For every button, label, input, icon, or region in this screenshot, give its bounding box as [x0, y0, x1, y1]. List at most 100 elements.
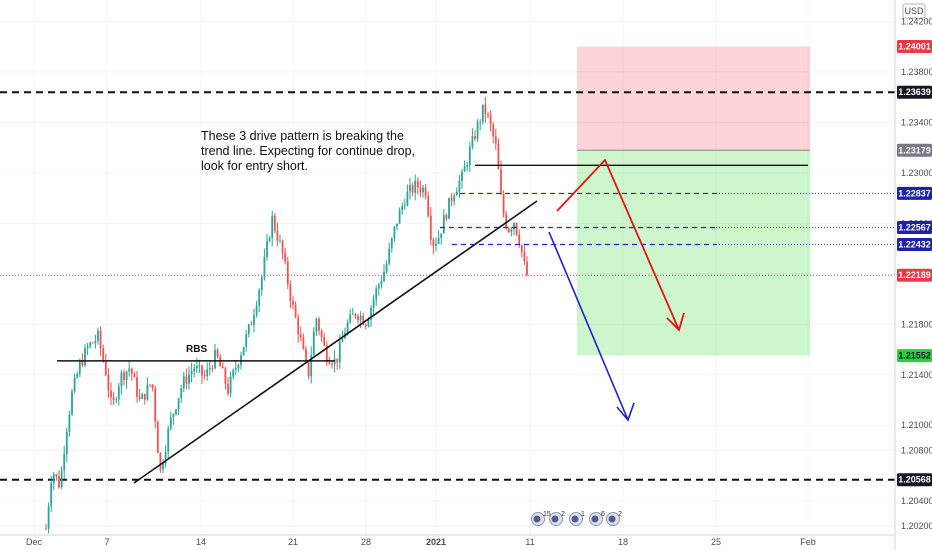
- candle-42: [154, 385, 157, 429]
- candle-104: [315, 317, 318, 337]
- candle-body: [159, 452, 162, 470]
- candle-24: [107, 368, 110, 399]
- candle-body: [346, 322, 349, 333]
- event-marker-flag: [551, 515, 559, 523]
- candle-body: [97, 330, 99, 341]
- candle-79: [250, 321, 253, 326]
- candle-118: [351, 307, 354, 315]
- candle-66: [216, 348, 219, 359]
- candle-body: [71, 391, 73, 415]
- candle-body: [195, 365, 198, 369]
- candle-body: [201, 365, 203, 376]
- grid-layer: [0, 0, 895, 535]
- candle-107: [323, 332, 326, 347]
- candle-28: [117, 382, 120, 406]
- candle-body: [45, 528, 47, 530]
- candle-body: [227, 383, 229, 394]
- candle-150: [435, 237, 437, 252]
- candle-body: [513, 223, 515, 230]
- candle-body: [505, 214, 508, 229]
- candle-92: [284, 247, 287, 265]
- candle-0: [45, 523, 47, 530]
- candle-body: [245, 334, 248, 347]
- candle-body: [294, 304, 297, 318]
- event-marker-flag: [571, 515, 579, 523]
- candle-body: [143, 393, 146, 400]
- candle-130: [383, 264, 385, 283]
- candle-body: [401, 206, 404, 211]
- candle-body: [388, 248, 391, 264]
- candle-body: [91, 342, 94, 344]
- candle-70: [227, 377, 229, 397]
- price-badge-label: 1.22189: [898, 270, 931, 280]
- candle-32: [128, 360, 131, 377]
- candle-89: [276, 222, 279, 247]
- candle-body: [320, 330, 323, 337]
- price-badge-1.24001: 1.24001: [897, 40, 932, 54]
- candle-152: [440, 233, 443, 245]
- candle-body: [409, 185, 411, 192]
- candle-156: [450, 192, 453, 207]
- candle-161: [463, 160, 466, 172]
- candle-body: [206, 369, 209, 377]
- candle-body: [390, 238, 393, 249]
- candle-65: [214, 344, 216, 370]
- time-axis: Dec 7 14 21 28 2021 11 18 25 Feb: [0, 534, 895, 547]
- horizontal-levels: [0, 91, 895, 481]
- candle-141: [411, 182, 414, 197]
- candle-body: [453, 195, 456, 202]
- candle-11: [73, 373, 76, 394]
- candle-body: [180, 388, 183, 399]
- candle-22: [102, 344, 105, 363]
- candle-body: [208, 368, 211, 370]
- price-tick-8: 1.21000: [901, 420, 932, 430]
- candle-18: [91, 341, 94, 344]
- candle-body: [258, 290, 261, 306]
- candle-body: [182, 376, 185, 389]
- candle-98: [299, 326, 302, 342]
- price-badge-box: [897, 85, 932, 99]
- candle-body: [185, 376, 188, 384]
- candle-body: [526, 261, 528, 276]
- candle-body: [500, 169, 502, 195]
- time-tick-6: 11: [525, 537, 534, 547]
- take-profit-zone: [577, 150, 810, 356]
- candle-body: [398, 210, 401, 224]
- candle-body: [466, 165, 469, 167]
- candle-body: [253, 315, 255, 325]
- candle-69: [224, 366, 227, 390]
- candle-110: [331, 361, 333, 369]
- candle-body: [229, 376, 232, 394]
- candle-body: [263, 257, 266, 278]
- candle-body: [305, 349, 307, 362]
- candle-body: [219, 356, 222, 367]
- candle-body: [52, 474, 55, 484]
- candle-body: [341, 338, 344, 342]
- candle-10: [71, 388, 73, 416]
- candle-134: [393, 226, 396, 242]
- candle-120: [357, 313, 359, 325]
- candle-body: [237, 365, 240, 369]
- candle-153: [442, 209, 445, 234]
- price-tick-6: 1.21800: [901, 319, 932, 329]
- candle-160: [461, 168, 463, 189]
- candle-body: [323, 336, 326, 346]
- candle-148: [429, 207, 432, 246]
- price-badge-1.21552: 1.21552: [897, 349, 932, 363]
- candle-90: [279, 234, 281, 244]
- event-marker-0: 15: [531, 511, 551, 526]
- candle-body: [117, 386, 120, 400]
- price-badge-1.22567: 1.22567: [897, 221, 932, 235]
- candle-105: [318, 316, 320, 336]
- candle-body: [110, 390, 112, 398]
- candle-113: [338, 334, 341, 370]
- candle-137: [401, 202, 404, 216]
- price-tick-10: 1.20400: [901, 496, 932, 506]
- candle-body: [448, 197, 450, 219]
- candle-136: [398, 207, 401, 224]
- candle-body: [502, 194, 505, 215]
- candle-body: [393, 226, 396, 239]
- price-badge-box: [897, 221, 932, 235]
- price-tick-11: 1.20200: [901, 521, 932, 531]
